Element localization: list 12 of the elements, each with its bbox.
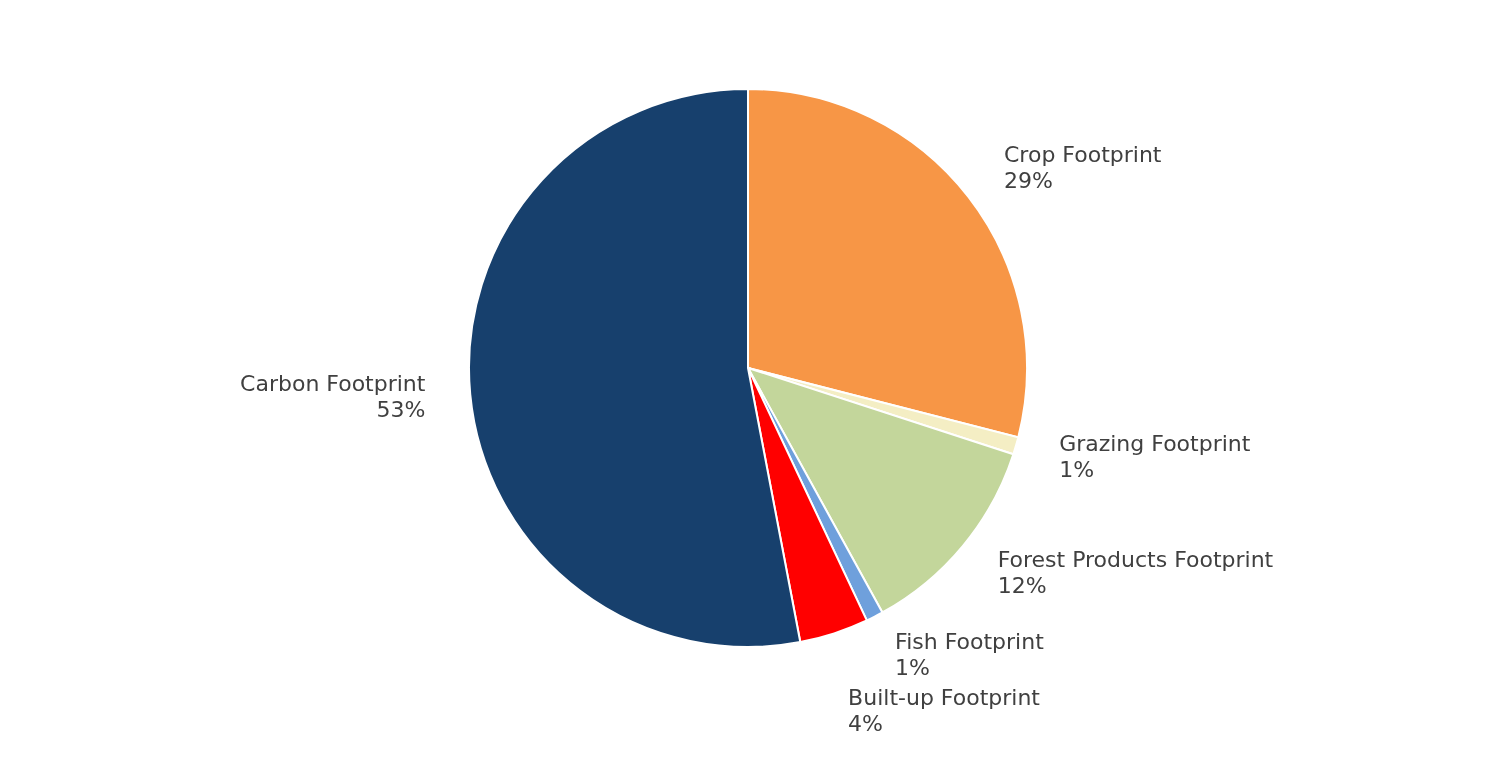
slice-label: Forest Products Footprint bbox=[997, 547, 1274, 573]
data-label: 4% bbox=[848, 711, 884, 737]
data-label: 29% bbox=[1004, 168, 1053, 194]
data-label: 12% bbox=[997, 573, 1047, 599]
slice-label: Carbon Footprint bbox=[240, 371, 426, 397]
slice-label: Fish Footprint bbox=[895, 629, 1045, 655]
data-label: 53% bbox=[376, 397, 426, 423]
data-label: 1% bbox=[1059, 457, 1095, 483]
data-label: 1% bbox=[895, 655, 930, 681]
slice-label: Crop Footprint bbox=[1004, 142, 1162, 168]
slice-label: Grazing Footprint bbox=[1059, 431, 1251, 457]
slice-label: Built-up Footprint bbox=[848, 685, 1041, 711]
